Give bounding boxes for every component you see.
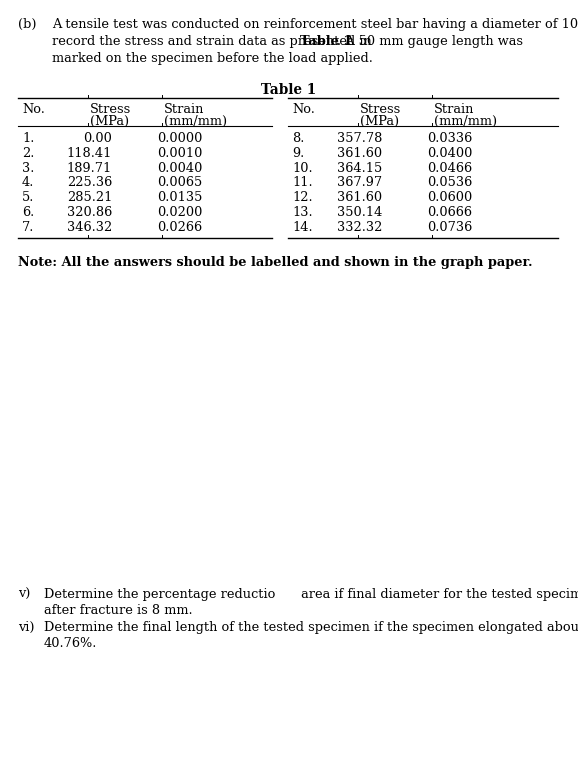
Text: Determine the final length of the tested specimen if the specimen elongated abou: Determine the final length of the tested… [44,621,578,634]
Text: 0.0466: 0.0466 [427,161,472,174]
Text: 361.60: 361.60 [337,191,382,204]
Text: 118.41: 118.41 [66,147,112,160]
Text: (mm/mm): (mm/mm) [434,115,497,128]
Text: 14.: 14. [292,221,313,233]
Text: 11.: 11. [292,177,313,190]
Text: 8.: 8. [292,132,305,145]
Text: 40.76%.: 40.76%. [44,637,97,650]
Text: 350.14: 350.14 [336,206,382,219]
Text: 225.36: 225.36 [66,177,112,190]
Text: Stress: Stress [360,103,401,116]
Text: (MPa): (MPa) [90,115,129,128]
Text: 0.0536: 0.0536 [427,177,472,190]
Text: 0.0040: 0.0040 [157,161,202,174]
Text: 357.78: 357.78 [336,132,382,145]
Text: 0.00: 0.00 [83,132,112,145]
Text: after fracture is 8 mm.: after fracture is 8 mm. [44,604,192,617]
Text: (b): (b) [18,18,36,31]
Text: 0.0400: 0.0400 [427,147,472,160]
Text: 0.0135: 0.0135 [157,191,202,204]
Text: 361.60: 361.60 [337,147,382,160]
Text: 10.: 10. [292,161,313,174]
Text: 0.0736: 0.0736 [427,221,472,233]
Text: 364.15: 364.15 [337,161,382,174]
Text: Note: All the answers should be labelled and shown in the graph paper.: Note: All the answers should be labelled… [18,256,532,269]
Text: 332.32: 332.32 [336,221,382,233]
Text: 285.21: 285.21 [66,191,112,204]
Text: No.: No. [292,103,315,116]
Text: 0.0065: 0.0065 [157,177,202,190]
Text: 0.0000: 0.0000 [157,132,202,145]
Text: 367.97: 367.97 [337,177,382,190]
Text: 9.: 9. [292,147,304,160]
Text: Table 1: Table 1 [301,35,353,48]
Text: vi): vi) [18,621,35,634]
Text: 0.0600: 0.0600 [427,191,472,204]
Text: 0.0200: 0.0200 [157,206,202,219]
Text: 2.: 2. [22,147,34,160]
Text: Table 1: Table 1 [261,83,317,97]
Text: 7.: 7. [22,221,34,233]
Text: Stress: Stress [90,103,131,116]
Text: No.: No. [22,103,45,116]
Text: 320.86: 320.86 [66,206,112,219]
Text: 0.0010: 0.0010 [157,147,202,160]
Text: v): v) [18,588,31,601]
Text: 5.: 5. [22,191,34,204]
Text: . A 50 mm gauge length was: . A 50 mm gauge length was [336,35,523,48]
Text: 13.: 13. [292,206,313,219]
Text: 0.0336: 0.0336 [427,132,472,145]
Text: Determine the percentage reductio  area if final diameter for the tested specime: Determine the percentage reductio area i… [44,588,578,601]
Text: 0.0266: 0.0266 [157,221,202,233]
Text: A tensile test was conducted on reinforcement steel bar having a diameter of 10 : A tensile test was conducted on reinforc… [52,18,578,31]
Text: 12.: 12. [292,191,313,204]
Text: 3.: 3. [22,161,34,174]
Text: (mm/mm): (mm/mm) [164,115,227,128]
Text: 0.0666: 0.0666 [427,206,472,219]
Text: 189.71: 189.71 [66,161,112,174]
Text: 1.: 1. [22,132,34,145]
Text: marked on the specimen before the load applied.: marked on the specimen before the load a… [52,52,373,65]
Text: Strain: Strain [434,103,475,116]
Text: 6.: 6. [22,206,34,219]
Text: record the stress and strain data as presented in: record the stress and strain data as pre… [52,35,376,48]
Text: Strain: Strain [164,103,205,116]
Text: (MPa): (MPa) [360,115,399,128]
Text: 346.32: 346.32 [66,221,112,233]
Text: 4.: 4. [22,177,34,190]
